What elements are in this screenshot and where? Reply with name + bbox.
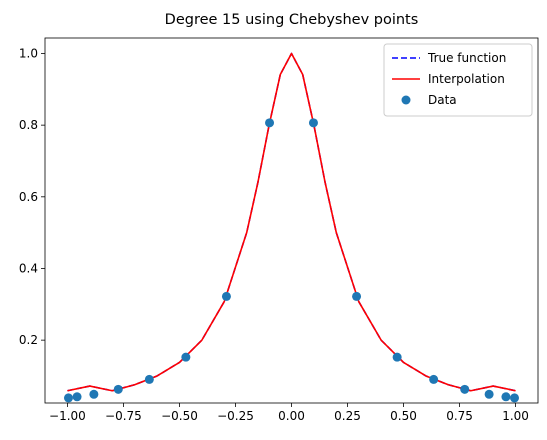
data-point [63, 393, 73, 403]
plot-markers [63, 118, 520, 403]
y-tick-label: 0.2 [19, 333, 38, 347]
legend: True function Interpolation Data [383, 43, 533, 117]
legend-label: Interpolation [428, 72, 505, 86]
data-point [392, 352, 402, 362]
data-point [72, 392, 82, 402]
legend-box [383, 43, 533, 117]
data-point [221, 291, 231, 301]
data-point [460, 384, 470, 394]
y-tick-label: 1.0 [19, 46, 38, 60]
data-point [429, 374, 439, 384]
x-tick-label: −0.50 [161, 409, 198, 423]
y-tick-label: 0.6 [19, 190, 38, 204]
x-axis-ticks: −1.00 −0.75 −0.50 −0.25 0.00 0.25 0.50 0.75 1.00 [49, 403, 529, 423]
data-point [265, 118, 275, 128]
data-point [89, 389, 99, 399]
data-point [484, 389, 494, 399]
interpolation-line [67, 52, 516, 392]
x-tick-label: −0.75 [105, 409, 142, 423]
legend-label: Data [428, 93, 457, 107]
chart-title: Degree 15 using Chebyshev points [165, 12, 419, 28]
data-point [144, 374, 154, 384]
x-tick-label: 0.25 [334, 409, 361, 423]
x-tick-label: 0.00 [278, 409, 305, 423]
x-tick-label: −0.25 [217, 409, 254, 423]
legend-marker [401, 95, 411, 105]
plot-lines [67, 52, 516, 392]
y-tick-label: 0.8 [19, 118, 38, 132]
data-point [510, 393, 520, 403]
y-axis-ticks: 0.2 0.4 0.6 0.8 1.0 [19, 46, 45, 347]
data-point [181, 352, 191, 362]
data-point [308, 118, 318, 128]
data-point [501, 392, 511, 402]
x-tick-label: 0.50 [390, 409, 417, 423]
data-point [113, 384, 123, 394]
y-tick-label: 0.4 [19, 261, 38, 275]
data-point [352, 291, 362, 301]
x-tick-label: 1.00 [502, 409, 529, 423]
x-tick-label: 0.75 [446, 409, 473, 423]
x-tick-label: −1.00 [49, 409, 86, 423]
legend-label: True function [427, 51, 506, 65]
